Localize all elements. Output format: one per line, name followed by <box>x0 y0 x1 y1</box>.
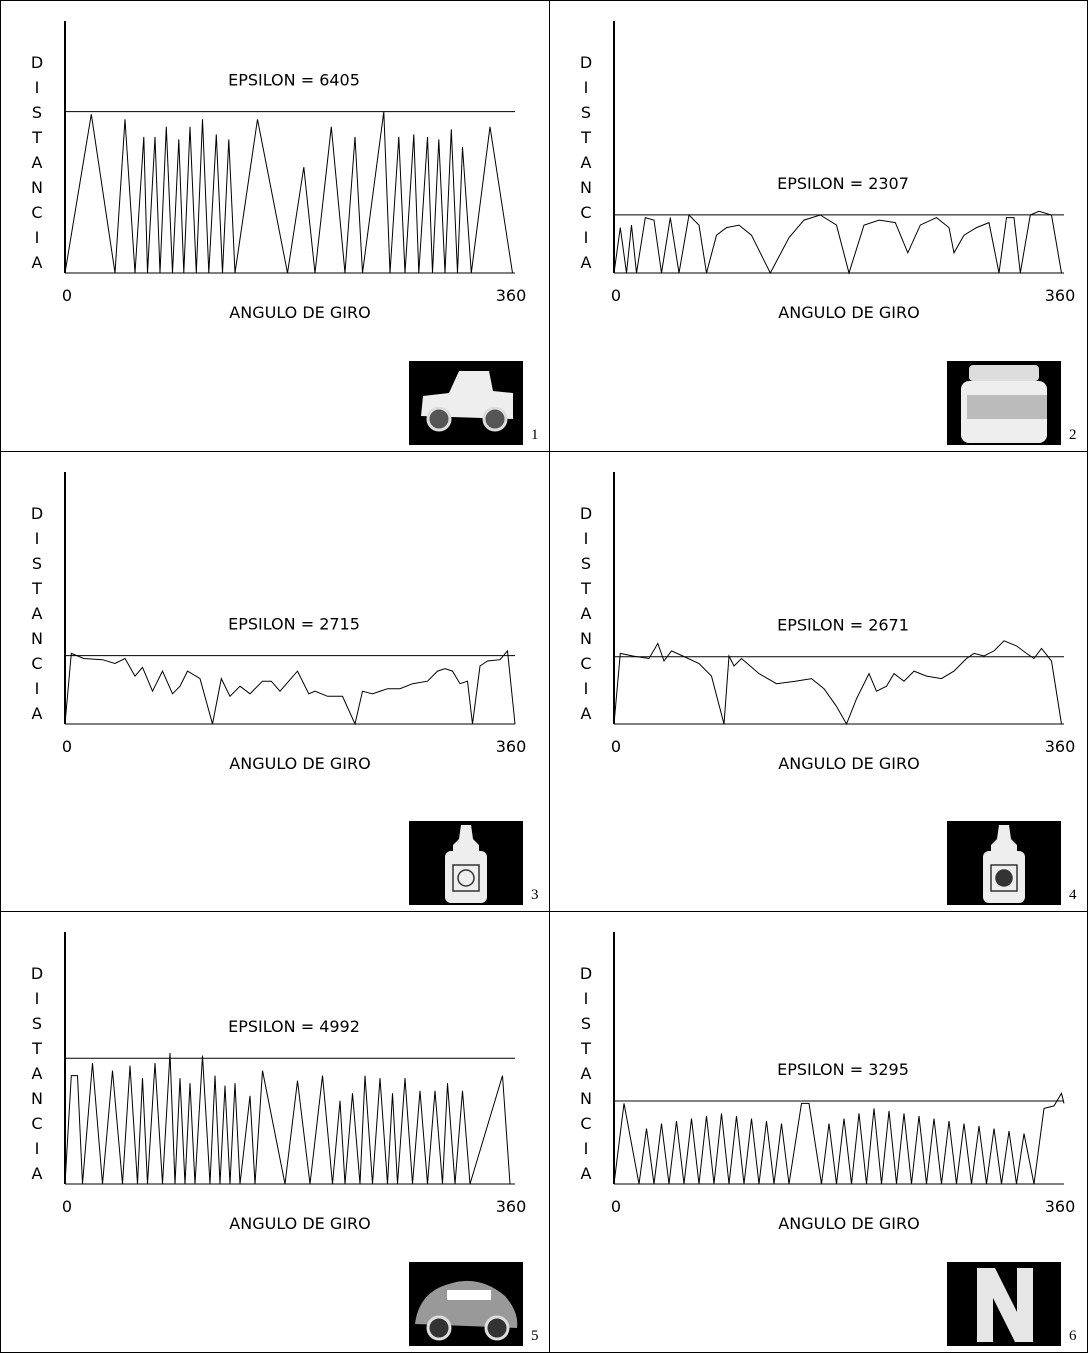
object <box>428 408 450 430</box>
object <box>445 851 487 903</box>
object <box>428 1317 450 1339</box>
threshold-label: EPSILON = 6405 <box>228 71 360 90</box>
thumbnail <box>409 1262 523 1346</box>
chart: DISTANCIA EPSILON = 2715 0 360 ANGULO DE GIR… <box>1 452 549 911</box>
thumbnail <box>947 821 1061 905</box>
x-tick-label: 0 <box>62 286 72 305</box>
x-tick-label: 0 <box>611 1197 621 1216</box>
panel: DISTANCIA EPSILON = 6405 0 360 ANGULO DE GIR… <box>0 0 550 452</box>
object <box>969 365 1039 381</box>
panel-number: 6 <box>1069 1328 1077 1344</box>
chart: DISTANCIA EPSILON = 2307 0 360 ANGULO DE GIR… <box>550 1 1087 451</box>
thumbnail <box>409 361 523 445</box>
panel: DISTANCIA EPSILON = 2671 0 360 ANGULO DE GIR… <box>549 451 1088 912</box>
y-axis-label: DISTANCIA <box>577 53 596 278</box>
panel-number: 5 <box>531 1328 539 1344</box>
chart: DISTANCIA EPSILON = 6405 0 360 ANGULO DE GIR… <box>1 1 549 451</box>
object <box>967 395 1047 419</box>
x-axis-label: ANGULO DE GIRO <box>229 1214 370 1233</box>
threshold-label: EPSILON = 2671 <box>777 616 909 635</box>
data-line <box>65 1053 510 1184</box>
y-axis-label: DISTANCIA <box>28 504 47 729</box>
data-line <box>614 211 1062 273</box>
y-axis-label: DISTANCIA <box>28 964 47 1189</box>
object <box>996 870 1012 886</box>
x-tick-label: 360 <box>496 286 527 305</box>
x-tick-label: 0 <box>62 737 72 756</box>
x-axis-label: ANGULO DE GIRO <box>778 1214 919 1233</box>
panel: DISTANCIA EPSILON = 2307 0 360 ANGULO DE GIR… <box>549 0 1088 452</box>
panel-number: 2 <box>1069 427 1077 443</box>
thumbnail <box>947 361 1061 445</box>
panel: DISTANCIA EPSILON = 2715 0 360 ANGULO DE GIR… <box>0 451 550 912</box>
x-tick-label: 0 <box>611 286 621 305</box>
panel: DISTANCIA EPSILON = 3295 0 360 ANGULO DE GIR… <box>549 911 1088 1353</box>
data-line <box>614 1093 1064 1184</box>
panel-number: 3 <box>531 887 539 903</box>
chart: DISTANCIA EPSILON = 4992 0 360 ANGULO DE GIR… <box>1 912 549 1352</box>
threshold-label: EPSILON = 3295 <box>777 1060 909 1079</box>
y-axis-label: DISTANCIA <box>577 964 596 1189</box>
object <box>484 408 506 430</box>
chart: DISTANCIA EPSILON = 2671 0 360 ANGULO DE GIR… <box>550 452 1087 911</box>
x-axis-label: ANGULO DE GIRO <box>229 754 370 773</box>
threshold-label: EPSILON = 2307 <box>777 174 909 193</box>
threshold-label: EPSILON = 4992 <box>228 1017 360 1036</box>
figure: DISTANCIAEPSILON = 64050360ANGULO DE GIR… <box>0 0 1088 1353</box>
object <box>447 1290 491 1300</box>
x-tick-label: 0 <box>611 737 621 756</box>
x-tick-label: 360 <box>1045 737 1076 756</box>
thumbnail <box>409 821 523 905</box>
object <box>486 1317 508 1339</box>
panel: DISTANCIA EPSILON = 4992 0 360 ANGULO DE GIR… <box>0 911 550 1353</box>
chart: DISTANCIA EPSILON = 3295 0 360 ANGULO DE GIR… <box>550 912 1087 1352</box>
x-axis-label: ANGULO DE GIRO <box>229 303 370 322</box>
data-line <box>65 112 513 273</box>
x-axis-label: ANGULO DE GIRO <box>778 754 919 773</box>
x-tick-label: 360 <box>496 737 527 756</box>
y-axis-label: DISTANCIA <box>577 504 596 729</box>
x-tick-label: 360 <box>1045 286 1076 305</box>
data-line <box>65 651 515 724</box>
thumbnail <box>947 1262 1061 1346</box>
panel-number: 1 <box>531 427 539 443</box>
threshold-label: EPSILON = 2715 <box>228 615 360 634</box>
data-line <box>614 641 1062 724</box>
x-tick-label: 0 <box>62 1197 72 1216</box>
panel-number: 4 <box>1069 887 1077 903</box>
x-tick-label: 360 <box>1045 1197 1076 1216</box>
y-axis-label: DISTANCIA <box>28 53 47 278</box>
x-tick-label: 360 <box>496 1197 527 1216</box>
x-axis-label: ANGULO DE GIRO <box>778 303 919 322</box>
